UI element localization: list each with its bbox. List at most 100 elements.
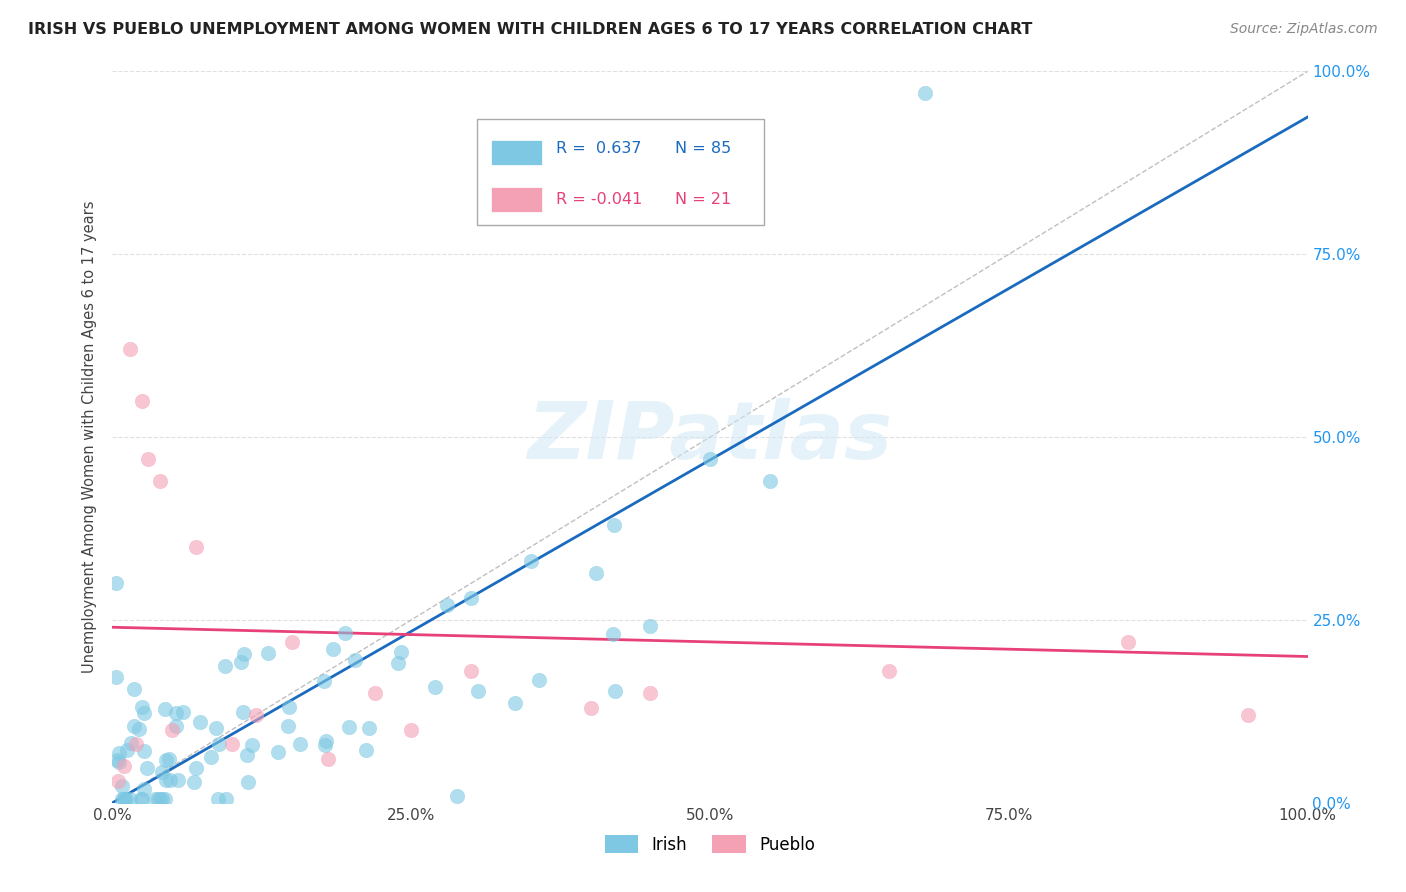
Text: N = 85: N = 85 (675, 141, 731, 156)
Point (111, 792, 134, 806)
Point (112, 792, 135, 806)
Point (122, 681, 145, 696)
Point (112, 792, 135, 806)
Point (135, 761, 157, 775)
Point (232, 705, 254, 719)
Point (153, 702, 176, 716)
Point (322, 642, 344, 657)
Text: N = 21: N = 21 (675, 192, 731, 207)
Point (165, 719, 187, 733)
FancyBboxPatch shape (491, 140, 541, 165)
Point (134, 744, 156, 758)
Point (200, 750, 222, 764)
Point (150, 765, 173, 780)
Point (520, 554, 543, 568)
Point (389, 645, 412, 659)
Point (231, 655, 253, 669)
Point (165, 706, 187, 721)
Point (603, 517, 626, 532)
Point (759, 474, 782, 488)
Point (278, 700, 301, 714)
Point (640, 618, 662, 632)
Point (235, 748, 257, 763)
Point (339, 720, 361, 734)
Point (145, 792, 167, 806)
Point (640, 686, 662, 700)
Point (425, 680, 447, 694)
Point (108, 746, 131, 760)
Point (205, 721, 228, 735)
Point (186, 540, 208, 554)
Point (184, 761, 207, 775)
Point (288, 737, 311, 751)
Point (221, 737, 243, 751)
Legend: Irish, Pueblo: Irish, Pueblo (599, 829, 821, 860)
Point (105, 669, 128, 683)
Point (107, 753, 129, 767)
Point (131, 700, 153, 714)
Point (238, 775, 260, 789)
Point (316, 752, 339, 766)
Point (132, 782, 155, 797)
Point (107, 773, 129, 788)
Point (343, 653, 366, 667)
Point (131, 393, 153, 408)
Point (146, 792, 169, 806)
Point (1237, 708, 1260, 723)
Point (167, 773, 190, 788)
Point (242, 739, 264, 753)
Point (149, 474, 172, 488)
Point (150, 792, 173, 806)
Point (111, 779, 134, 793)
Point (579, 700, 602, 714)
Point (1118, 635, 1140, 649)
Point (129, 792, 152, 806)
Point (134, 706, 156, 721)
Point (120, 792, 142, 806)
Point (277, 719, 299, 733)
Point (131, 792, 153, 806)
Point (312, 673, 335, 688)
Point (460, 591, 482, 605)
Point (183, 775, 205, 789)
Point (467, 683, 489, 698)
Point (155, 754, 177, 768)
Point (114, 759, 135, 773)
Point (699, 452, 721, 467)
Point (159, 773, 181, 788)
Point (401, 723, 423, 737)
Point (208, 737, 231, 751)
Point (333, 626, 356, 640)
FancyBboxPatch shape (491, 187, 541, 211)
Text: R = -0.041: R = -0.041 (555, 192, 643, 207)
Point (585, 566, 607, 580)
Point (162, 723, 183, 737)
Point (108, 755, 131, 769)
Point (281, 635, 304, 649)
Point (120, 736, 142, 750)
Point (207, 792, 229, 806)
Point (245, 708, 267, 723)
Point (149, 792, 172, 806)
Point (879, 664, 901, 678)
Point (267, 745, 290, 759)
Point (115, 743, 138, 757)
Point (120, 343, 142, 357)
Y-axis label: Unemployment Among Women with Children Ages 6 to 17 years: Unemployment Among Women with Children A… (82, 201, 97, 673)
Point (172, 705, 194, 719)
Text: ZIPatlas: ZIPatlas (527, 398, 893, 476)
Point (314, 738, 336, 752)
Point (527, 673, 550, 688)
Point (446, 789, 468, 803)
Point (125, 737, 148, 751)
Point (357, 721, 380, 735)
Point (214, 658, 236, 673)
Text: IRISH VS PUEBLO UNEMPLOYMENT AMONG WOMEN WITH CHILDREN AGES 6 TO 17 YEARS CORREL: IRISH VS PUEBLO UNEMPLOYMENT AMONG WOMEN… (28, 22, 1032, 37)
Point (138, 452, 160, 467)
Point (153, 792, 176, 806)
Point (114, 792, 136, 806)
Point (315, 734, 337, 748)
Point (603, 684, 626, 698)
Point (354, 743, 377, 757)
Point (503, 697, 526, 711)
